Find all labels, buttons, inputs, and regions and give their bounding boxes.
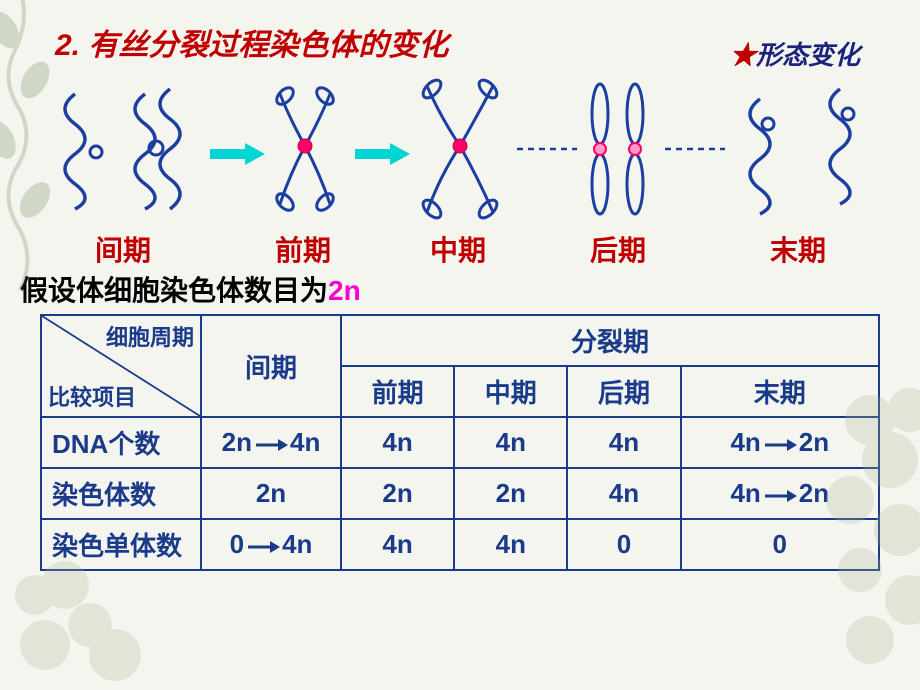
phase-label-5: 末期 — [770, 229, 826, 269]
cell-0: 2n — [341, 468, 454, 519]
cell-2: 4n — [567, 468, 680, 519]
arrow-icon-2 — [355, 139, 410, 169]
connector-dash-2 — [665, 144, 725, 154]
sub-header-2: 后期 — [567, 366, 680, 417]
phase-prophase-icon — [255, 74, 355, 224]
phase-label-2: 前期 — [275, 229, 331, 269]
connector-dash-1 — [517, 144, 577, 154]
header-interphase: 间期 — [201, 315, 341, 417]
diag-lower-label: 比较项目 — [48, 380, 136, 412]
cell-2: 0 — [567, 519, 680, 570]
main-title: 2. 有丝分裂过程染色体的变化 — [55, 29, 448, 62]
diag-header-cell: 细胞周期 比较项目 — [41, 315, 201, 417]
cell-1: 2n — [454, 468, 567, 519]
cell-interphase: 04n — [201, 519, 341, 570]
cell-interphase: 2n4n — [201, 417, 341, 468]
cell-0: 4n — [341, 519, 454, 570]
cell-1: 4n — [454, 417, 567, 468]
cell-0: 4n — [341, 417, 454, 468]
cell-2: 4n — [567, 417, 680, 468]
sub-header-1: 中期 — [454, 366, 567, 417]
table-header-row-1: 细胞周期 比较项目 间期 分裂期 — [41, 315, 879, 366]
diag-upper-label: 细胞周期 — [106, 320, 194, 352]
phase-label-1: 间期 — [95, 229, 151, 269]
assumption-value: 2n — [328, 275, 361, 306]
cell-1: 4n — [454, 519, 567, 570]
phase-anaphase-icon — [575, 74, 665, 229]
subtitle: ★形态变化 — [730, 35, 860, 72]
assumption-text: 假设体细胞染色体数目为2n — [0, 269, 920, 309]
star-icon: ★ — [730, 40, 756, 70]
header-division: 分裂期 — [341, 315, 879, 366]
bg-deco-flowers-right — [770, 360, 920, 690]
title-row: 2. 有丝分裂过程染色体的变化 ★形态变化 — [0, 0, 920, 64]
phase-metaphase-icon — [405, 74, 515, 229]
phase-label-4: 后期 — [590, 229, 646, 269]
phase-interphase-icon — [50, 74, 210, 224]
bg-deco-flowers-bl — [5, 505, 205, 685]
table-row: DNA个数2n4n4n4n4n4n2n — [41, 417, 879, 468]
sub-header-0: 前期 — [341, 366, 454, 417]
row-label: DNA个数 — [41, 417, 201, 468]
cell-interphase: 2n — [201, 468, 341, 519]
phase-telophase-icon — [730, 74, 890, 224]
chromosome-diagram: 间期 前期 中期 后期 末期 — [0, 74, 920, 274]
phase-label-3: 中期 — [430, 229, 486, 269]
subtitle-text: 形态变化 — [756, 40, 860, 70]
